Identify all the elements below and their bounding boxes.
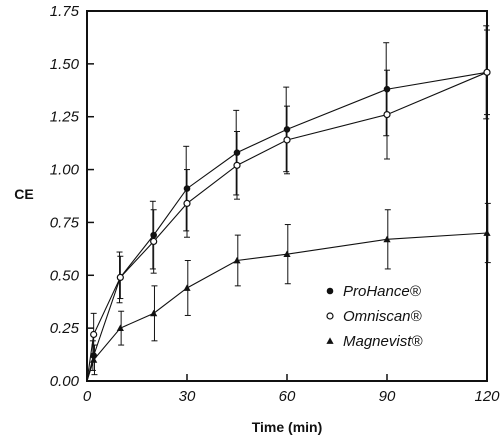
- legend-item: Magnevist®: [326, 333, 423, 350]
- legend-label: ProHance®: [343, 283, 422, 300]
- legend-marker: [326, 287, 334, 295]
- x-tick-label: 90: [379, 388, 396, 405]
- x-tick-label: 30: [179, 388, 196, 405]
- axes: 0.00 0.25 0.50 0.75 1.00 1.25 1.50 1.75 0 30 60 90 1…: [50, 3, 500, 405]
- legend-label: Magnevist®: [343, 333, 423, 350]
- x-axis-title: Time (min): [252, 419, 323, 435]
- series-layer: [86, 25, 491, 382]
- series-magnevist: [86, 202, 491, 382]
- data-point: [283, 136, 291, 144]
- data-point: [483, 229, 491, 236]
- legend-label: Omniscan®: [343, 308, 423, 325]
- series-prohance: [86, 25, 491, 382]
- y-tick-label: 0.00: [50, 373, 80, 390]
- data-point: [183, 284, 191, 291]
- data-point: [150, 309, 158, 317]
- data-point: [90, 356, 98, 363]
- y-tick-label: 1.25: [50, 109, 80, 126]
- x-tick-label: 120: [474, 388, 500, 405]
- y-tick-label: 0.25: [50, 320, 80, 337]
- data-point: [233, 161, 241, 169]
- data-point: [483, 68, 491, 76]
- y-tick-label: 1.00: [50, 162, 80, 179]
- x-tick-label: 60: [279, 388, 296, 405]
- data-point: [283, 250, 291, 258]
- plot-frame: [86, 10, 488, 382]
- legend-item: Omniscan®: [326, 308, 423, 325]
- data-point: [116, 273, 124, 281]
- y-axis-title: CE: [14, 186, 33, 202]
- data-point: [90, 330, 98, 339]
- legend: ProHance® Omniscan® Magnevist®: [326, 283, 423, 350]
- y-tick-label: 0.50: [50, 267, 80, 284]
- series-omniscan: [86, 29, 491, 382]
- x-tick-label: 0: [83, 388, 92, 405]
- data-point: [383, 110, 391, 119]
- y-tick-label: 0.75: [50, 214, 80, 231]
- legend-marker: [326, 337, 334, 344]
- legend-marker: [326, 312, 334, 320]
- data-point: [383, 235, 391, 243]
- y-tick-label: 1.75: [50, 3, 80, 20]
- y-tick-label: 1.50: [50, 56, 80, 73]
- data-point: [233, 256, 241, 264]
- data-point: [150, 237, 158, 246]
- data-point: [116, 324, 124, 332]
- legend-item: ProHance®: [326, 283, 422, 300]
- data-point: [183, 199, 191, 207]
